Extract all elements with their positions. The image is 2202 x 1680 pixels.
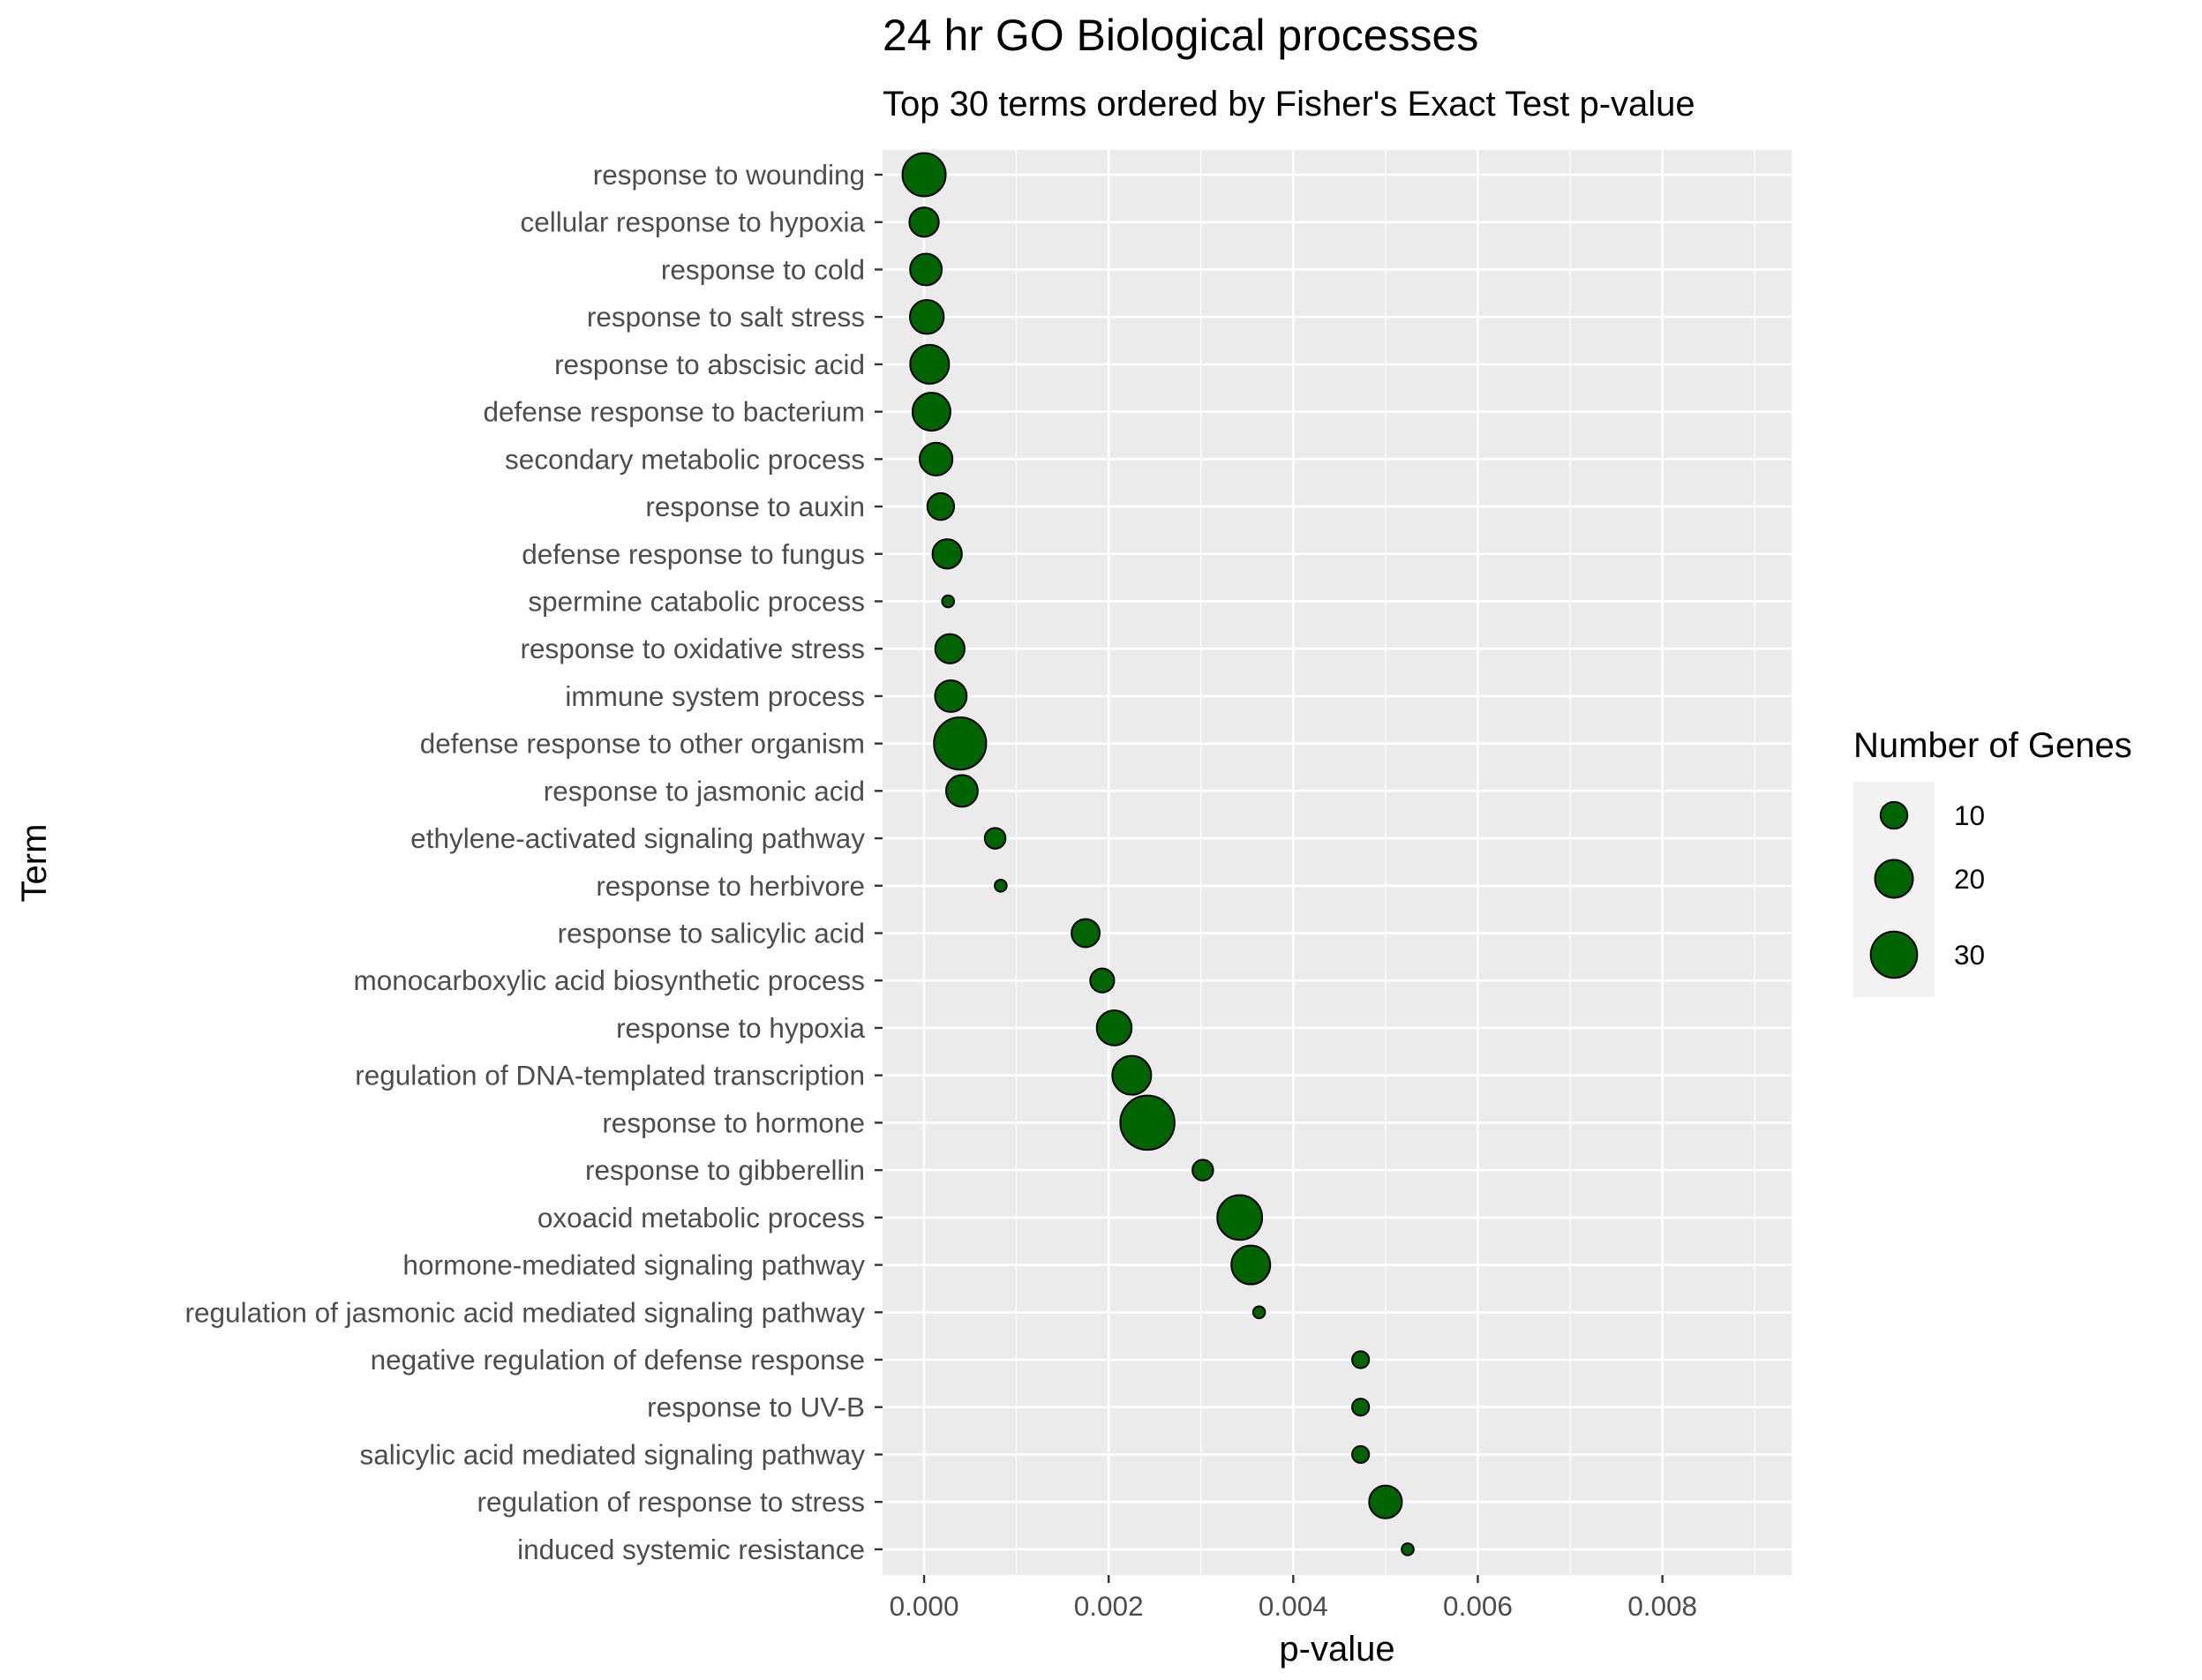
y-tick-label: response to oxidative stress — [521, 633, 865, 664]
data-point — [911, 392, 951, 432]
legend: 10 20 30 — [1853, 782, 1985, 997]
y-tick-label: monocarboxylic acid biosynthetic process — [353, 964, 865, 996]
data-point — [934, 633, 966, 664]
y-tick-label: response to salt stress — [587, 301, 865, 333]
data-point — [931, 538, 963, 570]
y-tick-label: response to auxin — [645, 491, 865, 522]
data-points — [901, 152, 1415, 1556]
data-point — [944, 774, 979, 808]
y-tick-label: immune system process — [565, 680, 865, 712]
y-axis-title: Term — [15, 824, 54, 903]
y-tick-label: defense response to fungus — [522, 538, 865, 570]
data-point — [1216, 1194, 1264, 1241]
data-point — [1095, 1009, 1133, 1046]
legend-label: 10 — [1954, 799, 1985, 831]
y-tick-label: regulation of response to stress — [477, 1486, 866, 1518]
chart-title: 24 hr GO Biological processes — [883, 11, 1478, 60]
legend-title: Number of Genes — [1853, 726, 2132, 765]
y-tick-label: negative regulation of defense response — [371, 1344, 865, 1376]
x-tick-label: 0.002 — [1074, 1590, 1144, 1622]
data-point — [1351, 1444, 1371, 1465]
y-tick-label: response to UV-B — [647, 1391, 865, 1423]
x-tick-label: 0.000 — [890, 1590, 959, 1622]
data-point — [983, 827, 1007, 850]
y-tick-label: response to jasmonic acid — [544, 775, 865, 806]
data-point — [1351, 1350, 1371, 1369]
plot-panel — [883, 150, 1792, 1575]
y-tick-label: response to gibberellin — [585, 1154, 865, 1186]
data-point — [1351, 1398, 1371, 1417]
x-tick-label: 0.006 — [1443, 1590, 1513, 1622]
data-point — [1071, 918, 1101, 949]
data-point — [926, 491, 956, 521]
y-tick-label: spermine catabolic process — [528, 585, 865, 617]
y-tick-label: response to salicylic acid — [558, 918, 865, 949]
x-axis-labels: 0.000 0.002 0.004 0.006 0.008 — [890, 1575, 1697, 1622]
y-tick-label: cellular response to hypoxia — [521, 206, 866, 238]
legend-key — [1874, 859, 1914, 899]
data-point — [901, 152, 947, 198]
x-tick-label: 0.008 — [1627, 1590, 1697, 1622]
y-tick-label: hormone-mediated signaling pathway — [402, 1249, 865, 1281]
data-point — [1191, 1159, 1214, 1181]
y-tick-label: secondary metabolic process — [505, 443, 865, 475]
y-tick-label: response to cold — [661, 253, 865, 285]
data-point — [1111, 1054, 1153, 1096]
y-tick-label: defense response to bacterium — [483, 396, 865, 428]
y-tick-label: regulation of DNA-templated transcriptio… — [355, 1060, 865, 1091]
data-point — [1230, 1244, 1272, 1286]
data-point — [934, 679, 968, 713]
legend-label: 30 — [1954, 939, 1985, 971]
y-tick-label: ethylene-activated signaling pathway — [410, 822, 865, 854]
y-tick-label: induced systemic resistance — [517, 1534, 865, 1565]
data-point — [908, 298, 945, 335]
legend-key — [1879, 800, 1909, 830]
data-point — [933, 716, 988, 771]
data-point — [908, 206, 940, 238]
data-point — [1401, 1542, 1415, 1556]
y-tick-label: salicylic acid mediated signaling pathwa… — [359, 1438, 865, 1470]
grid-lines — [883, 150, 1792, 1575]
y-tick-label: regulation of jasmonic acid mediated sig… — [185, 1296, 866, 1328]
y-tick-label: response to hormone — [602, 1106, 865, 1138]
y-tick-label: response to hypoxia — [616, 1012, 865, 1044]
y-tick-label: oxoacid metabolic process — [537, 1202, 865, 1234]
data-point — [941, 594, 956, 609]
data-point — [994, 879, 1008, 893]
data-point — [1119, 1094, 1176, 1151]
x-axis-title: p-value — [1279, 1630, 1394, 1669]
legend-key — [1869, 930, 1919, 979]
legend-label: 20 — [1954, 863, 1985, 895]
data-point — [1368, 1484, 1403, 1519]
x-tick-label: 0.004 — [1259, 1590, 1328, 1622]
data-point — [1251, 1305, 1266, 1320]
y-tick-label: defense response to other organism — [420, 728, 865, 760]
y-axis-labels: response to wounding cellular response to… — [185, 159, 883, 1565]
data-point — [909, 343, 951, 385]
chart-subtitle: Top 30 terms ordered by Fisher's Exact T… — [883, 85, 1695, 124]
data-point — [909, 252, 943, 287]
data-point — [919, 441, 954, 476]
y-tick-label: response to wounding — [593, 159, 865, 191]
y-tick-label: response to abscisic acid — [554, 349, 865, 380]
y-tick-label: response to herbivore — [596, 870, 865, 902]
data-point — [1089, 967, 1116, 994]
